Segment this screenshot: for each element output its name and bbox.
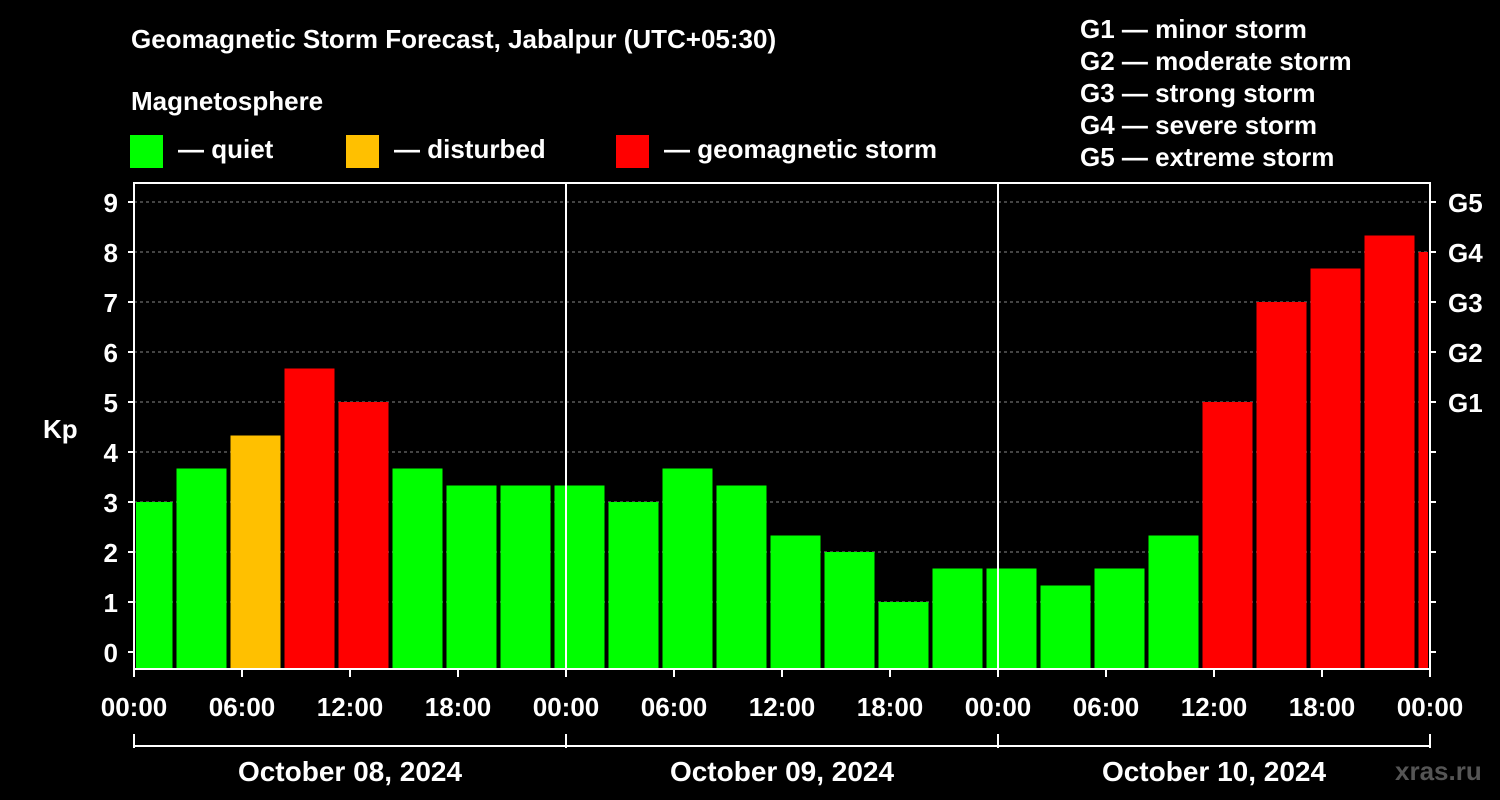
y-tick-label: 2	[104, 538, 118, 568]
bar-19	[1094, 568, 1145, 669]
bar-23	[1310, 268, 1361, 669]
x-tick-label: 00:00	[965, 692, 1032, 722]
y-axis-label: Kp	[43, 414, 78, 444]
g-scale-label-g4: G4	[1448, 238, 1483, 268]
bar-6	[392, 468, 443, 669]
x-tick-label: 12:00	[749, 692, 816, 722]
legend-swatch-storm	[616, 135, 649, 168]
y-tick-label: 1	[104, 588, 118, 618]
bar-14	[824, 552, 875, 669]
storm-scale-g5: G5 — extreme storm	[1080, 142, 1335, 172]
bar-1	[136, 502, 173, 669]
legend-label-storm: — geomagnetic storm	[664, 134, 938, 164]
bar-10	[608, 502, 659, 669]
bar-20	[1148, 535, 1199, 669]
bar-21	[1202, 402, 1253, 669]
bar-15	[878, 602, 929, 669]
x-tick-label: 18:00	[857, 692, 924, 722]
y-tick-label: 7	[104, 288, 118, 318]
x-tick-label: 18:00	[425, 692, 492, 722]
chart-title: Geomagnetic Storm Forecast, Jabalpur (UT…	[131, 24, 777, 54]
y-tick-label: 8	[104, 238, 118, 268]
y-tick-label: 3	[104, 488, 118, 518]
x-tick-label: 18:00	[1289, 692, 1356, 722]
y-tick-label: 9	[104, 188, 118, 218]
y-tick-label: 5	[104, 388, 118, 418]
bar-2	[176, 468, 227, 669]
watermark: xras.ru	[1395, 756, 1482, 786]
bar-22	[1256, 302, 1307, 669]
y-tick-label: 4	[104, 438, 119, 468]
bar-13	[770, 535, 821, 669]
bar-4	[284, 368, 335, 669]
x-tick-label: 06:00	[1073, 692, 1140, 722]
bar-7	[446, 485, 497, 669]
x-tick-label: 12:00	[1181, 692, 1248, 722]
x-tick-label: 12:00	[317, 692, 384, 722]
bar-16	[932, 568, 983, 669]
bar-17	[986, 568, 1037, 669]
date-label: October 10, 2024	[1102, 756, 1327, 787]
storm-scale-g4: G4 — severe storm	[1080, 110, 1318, 140]
date-label: October 08, 2024	[238, 756, 463, 787]
bar-3	[230, 435, 281, 669]
x-tick-label: 06:00	[209, 692, 276, 722]
bar-5	[338, 402, 389, 669]
bar-18	[1040, 585, 1091, 669]
storm-scale-g2: G2 — moderate storm	[1080, 46, 1352, 76]
x-tick-label: 00:00	[533, 692, 600, 722]
g-scale-label-g1: G1	[1448, 388, 1483, 418]
legend-label-disturbed: — disturbed	[394, 134, 546, 164]
y-tick-label: 0	[104, 638, 118, 668]
x-tick-label: 00:00	[1397, 692, 1464, 722]
bar-25	[1418, 252, 1428, 669]
legend-heading: Magnetosphere	[131, 86, 324, 116]
legend-swatch-quiet	[130, 135, 163, 168]
storm-scale-g1: G1 — minor storm	[1080, 14, 1307, 44]
legend-swatch-disturbed	[346, 135, 379, 168]
bar-8	[500, 485, 551, 669]
g-scale-label-g2: G2	[1448, 338, 1483, 368]
x-tick-label: 00:00	[101, 692, 168, 722]
legend-label-quiet: — quiet	[178, 134, 274, 164]
bar-9	[554, 485, 605, 669]
x-tick-label: 06:00	[641, 692, 708, 722]
bar-12	[716, 485, 767, 669]
date-label: October 09, 2024	[670, 756, 895, 787]
storm-scale-g3: G3 — strong storm	[1080, 78, 1316, 108]
g-scale-label-g5: G5	[1448, 188, 1483, 218]
g-scale-label-g3: G3	[1448, 288, 1483, 318]
bar-11	[662, 468, 713, 669]
y-tick-label: 6	[104, 338, 118, 368]
bar-24	[1364, 235, 1415, 669]
